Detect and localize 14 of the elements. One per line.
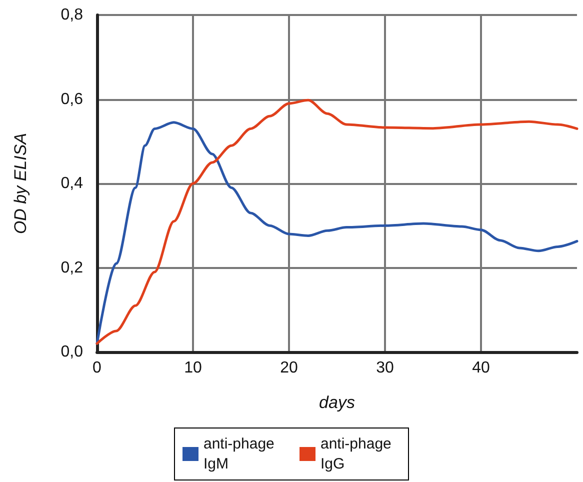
x-tick-label: 0 bbox=[92, 360, 102, 376]
x-tick-label: 20 bbox=[280, 360, 298, 376]
x-tick-label: 30 bbox=[376, 360, 394, 376]
y-axis-title: OD by ELISA bbox=[11, 132, 30, 234]
x-axis-title: days bbox=[319, 393, 356, 412]
x-tick-label: 10 bbox=[184, 360, 202, 376]
legend-label: anti-phage IgG bbox=[320, 436, 396, 472]
y-tick-label: 0,0 bbox=[60, 344, 84, 360]
y-tick-label: 0,2 bbox=[60, 259, 84, 276]
x-tick-label: 40 bbox=[472, 360, 490, 376]
y-tick-label: 0,6 bbox=[60, 90, 84, 108]
legend-label: anti-phage IgM bbox=[204, 436, 279, 472]
y-tick-label: 0,4 bbox=[60, 175, 84, 192]
y-tick-label: 0,8 bbox=[60, 6, 84, 24]
